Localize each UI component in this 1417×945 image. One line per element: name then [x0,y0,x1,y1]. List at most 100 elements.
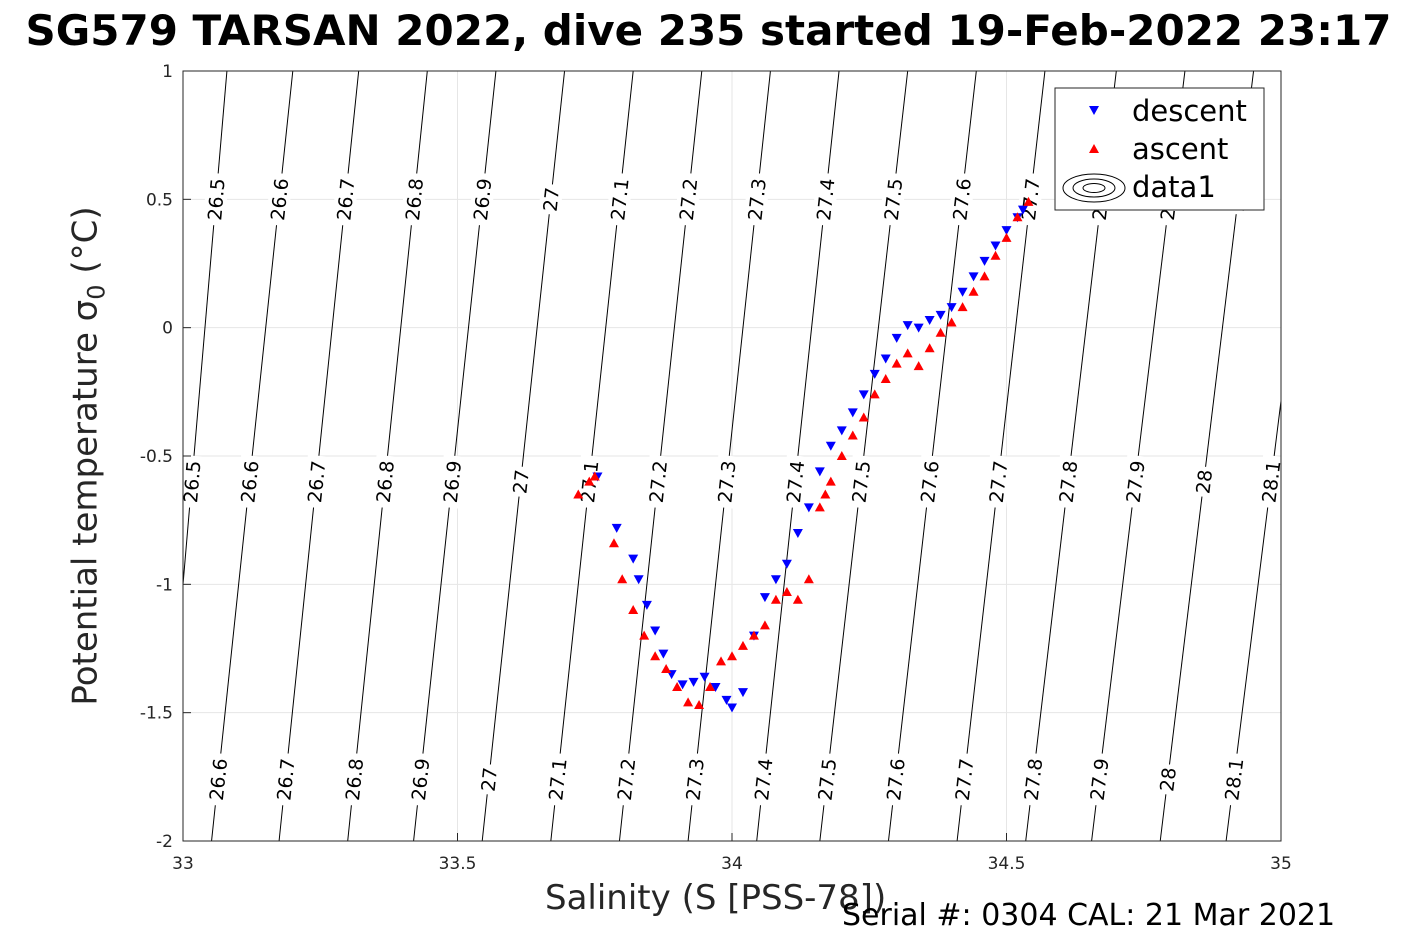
isopycnal-label: 27.6 [881,752,910,807]
descent-point [699,672,710,682]
descent-point [825,441,836,451]
isopycnal-label: 26.7 [302,454,330,509]
y-tick-label: -1.5 [140,704,173,724]
svg-text:27.2: 27.2 [676,177,702,221]
ascent-point [628,605,639,614]
svg-text:27.2: 27.2 [614,757,640,801]
serial-cal-footer: Serial #: 0304 CAL: 21 Mar 2021 [842,898,1336,933]
descent-point [781,559,792,569]
descent-point [814,467,825,477]
legend: descent ascent data1 [1054,87,1265,211]
svg-text:27.6: 27.6 [917,460,944,505]
y-tick-label: 1 [162,62,173,82]
ascent-point [672,682,683,691]
svg-text:27.1: 27.1 [607,177,633,221]
svg-text:27.3: 27.3 [745,177,771,221]
isopycnal-label: 27.2 [644,454,672,509]
isopycnal-label: 26.9 [438,454,466,509]
svg-text:27.2: 27.2 [646,460,672,504]
descent-point [858,390,869,400]
legend-ascent-label: ascent [1132,132,1228,166]
y-tick-label: 0 [162,319,173,339]
svg-text:26.8: 26.8 [373,460,399,504]
ascent-point [820,489,831,499]
legend-data1-label: data1 [1132,170,1216,204]
descent-point [710,683,721,692]
isopycnal-label: 26.6 [204,752,232,807]
isopycnal-label: 27.3 [712,454,741,509]
isopycnal-label: 28 [1154,763,1181,796]
ascent-point [847,430,858,440]
descent-point [650,626,661,636]
ascent-point [946,317,957,327]
ascent-point [1023,196,1034,206]
x-tick-label: 35 [1270,854,1292,874]
svg-text:26.8: 26.8 [402,177,428,221]
isopycnal-label: 27.5 [879,172,907,227]
isopycnal-label: 27.5 [846,454,875,509]
ascent-point [748,630,759,640]
isopycnal-label: 27.5 [812,752,841,807]
descent-point [628,554,639,564]
isopycnal-label: 27.4 [781,454,809,509]
svg-text:27.6: 27.6 [949,177,976,222]
svg-text:28: 28 [1192,468,1217,495]
ascent-point [727,651,737,661]
svg-text:27.1: 27.1 [545,757,571,801]
ascent-point [716,656,727,666]
isopycnal-label: 26.5 [202,172,230,227]
svg-text:27.9: 27.9 [1123,459,1150,504]
chart-title: SG579 TARSAN 2022, dive 235 started 19-F… [25,6,1392,55]
isopycnal-label: 27.3 [680,752,709,807]
ascent-point [836,451,847,460]
svg-text:26.9: 26.9 [440,460,466,504]
descent-point [869,369,880,379]
svg-text:26.5: 26.5 [204,177,230,221]
isopycnal-label: 27.8 [1054,454,1082,509]
svg-text:26.6: 26.6 [237,460,263,504]
descent-point [737,688,748,698]
descent-point [1017,205,1028,215]
descent-point [913,323,924,333]
isopycnal-label: 26.8 [400,172,428,227]
y-tick-label: 0.5 [146,190,173,210]
x-tick-label: 34.5 [988,854,1026,874]
descent-point [803,503,814,513]
ascent-point [979,271,990,281]
isopycnal-label: 26.8 [340,752,368,807]
y-tick-label: -1 [156,575,173,595]
isopycnal-label: 27.2 [612,752,640,807]
legend-box [1054,87,1265,211]
isopycnal-label: 27.4 [749,752,777,807]
descent-point [688,677,699,687]
isopycnal-label: 26.7 [271,752,300,807]
isopycnal-label: 27.2 [674,172,702,227]
descent-point [677,680,688,690]
isopycnal-label: 27.6 [915,454,944,509]
svg-text:27.5: 27.5 [848,460,875,505]
isopycnal-label: 26.6 [265,172,293,227]
ascent-point [990,250,1001,260]
descent-point [891,333,902,343]
svg-text:26.6: 26.6 [206,757,232,801]
descent-point [721,695,732,705]
descent-point [633,575,644,585]
svg-text:27.7: 27.7 [952,757,979,802]
isopycnal-label: 27.6 [947,172,976,227]
x-axis-ticks: 33 33.5 34 34.5 35 [172,833,1292,874]
isopycnal-label: 27.4 [811,172,840,227]
svg-text:28.1: 28.1 [1221,757,1248,802]
svg-text:26.7: 26.7 [333,177,359,221]
isopycnal-label: 27.3 [743,172,771,227]
svg-text:27.8: 27.8 [1021,757,1048,802]
ascent-point [1012,212,1023,222]
ascent-point [661,664,672,674]
isopycnal-label: 26.8 [371,454,399,509]
descent-point [792,529,803,538]
series-ascent [573,196,1034,709]
ascent-point [957,302,968,312]
series-descent [592,205,1028,713]
y-axis-label: Potential temperature σ0 (°C) [65,206,111,706]
ascent-point [694,699,705,709]
